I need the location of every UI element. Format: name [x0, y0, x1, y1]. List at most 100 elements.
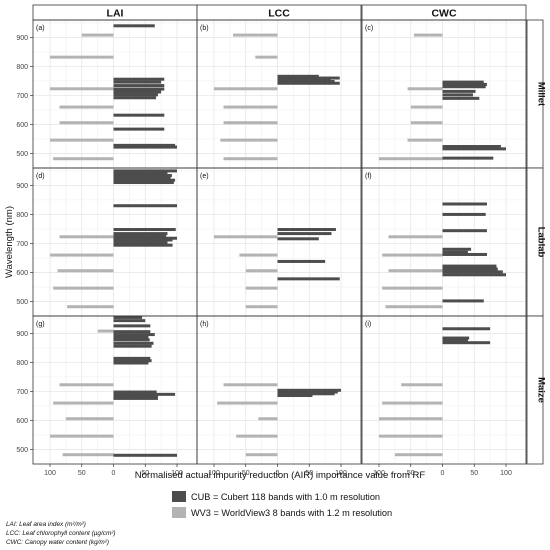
bar-wv3	[382, 401, 443, 405]
bar-cub	[113, 319, 146, 323]
bar-cub	[277, 80, 335, 84]
bar-wv3	[413, 33, 443, 37]
y-tick-label: 600	[16, 418, 28, 425]
bar-cub	[277, 228, 336, 232]
bar-cub	[442, 202, 487, 206]
bar-wv3	[50, 55, 114, 59]
bar-wv3	[53, 401, 114, 405]
bar-cub	[113, 87, 165, 91]
bar-wv3	[223, 121, 278, 125]
bar-wv3	[245, 305, 278, 309]
footnote-lcc: LCC: Leaf chlorophyll content (µg/cm²)	[6, 530, 116, 537]
bar-wv3	[255, 55, 278, 59]
bar-cub	[113, 333, 155, 337]
bar-wv3	[217, 401, 278, 405]
bar-cub	[113, 344, 152, 348]
bar-cub	[113, 394, 158, 398]
bar-wv3	[50, 434, 114, 438]
bar-cub	[113, 356, 151, 360]
bar-wv3	[214, 235, 278, 239]
bar-cub	[442, 338, 468, 342]
bar-wv3	[97, 329, 114, 333]
bar-cub	[113, 396, 158, 400]
y-tick-label: 500	[16, 447, 28, 454]
bar-cub	[113, 143, 176, 147]
y-tick-label: 900	[16, 35, 28, 42]
legend-swatch-wv3	[172, 507, 186, 518]
bar-wv3	[245, 286, 278, 290]
bar-cub	[113, 90, 162, 94]
bar-wv3	[236, 434, 278, 438]
bar-cub	[442, 147, 506, 151]
bar-wv3	[67, 305, 114, 309]
bar-cub	[442, 229, 487, 233]
bar-wv3	[223, 157, 278, 161]
panel-background	[362, 168, 526, 316]
bar-cub	[442, 96, 480, 100]
bar-cub	[442, 212, 486, 216]
y-tick-label: 800	[16, 64, 28, 71]
bar-cub	[277, 232, 332, 236]
bar-wv3	[81, 33, 114, 37]
bar-cub	[442, 156, 494, 160]
bar-wv3	[379, 157, 443, 161]
y-tick-label: 600	[16, 270, 28, 277]
bar-cub	[277, 237, 319, 241]
footnote-lai: LAI: Leaf area index (m²/m²)	[6, 521, 86, 528]
bar-wv3	[59, 383, 114, 387]
x-tick-label: 0	[276, 470, 280, 477]
x-tick-label: 100	[44, 470, 56, 477]
panel-label: (f)	[365, 173, 372, 180]
y-tick-label: 800	[16, 360, 28, 367]
bar-cub	[442, 267, 498, 271]
bar-cub	[113, 113, 165, 117]
bar-cub	[277, 394, 313, 398]
bar-cub	[442, 336, 470, 340]
bar-cub	[113, 390, 157, 394]
bar-cub	[277, 78, 331, 82]
y-tick-label: 500	[16, 299, 28, 306]
bar-cub	[277, 390, 338, 394]
bar-cub	[113, 359, 152, 363]
panel-label: (c)	[365, 25, 373, 32]
bar-wv3	[59, 121, 114, 125]
bar-cub	[113, 338, 150, 342]
bar-wv3	[258, 417, 278, 421]
panel-label: (d)	[36, 173, 45, 180]
panel-label: (a)	[36, 25, 45, 32]
bar-wv3	[62, 453, 114, 457]
row-strip-label: Millet	[536, 82, 547, 107]
frame-layer	[30, 4, 544, 467]
y-tick-label: 700	[16, 389, 28, 396]
y-tick-label: 700	[16, 241, 28, 248]
bar-cub	[113, 169, 177, 173]
panel-background	[197, 168, 361, 316]
bar-cub	[113, 228, 176, 232]
bar-cub	[113, 80, 162, 84]
bar-cub	[113, 174, 172, 178]
row-strip-label: Maize	[536, 377, 547, 403]
bar-cub	[277, 76, 340, 80]
bar-wv3	[379, 434, 443, 438]
bar-cub	[277, 277, 340, 281]
y-tick-label: 900	[16, 331, 28, 338]
bar-cub	[113, 241, 168, 245]
bar-cub	[277, 81, 340, 85]
bar-wv3	[59, 105, 114, 109]
bar-cub	[442, 273, 506, 277]
bar-cub	[442, 93, 473, 97]
bar-wv3	[233, 33, 278, 37]
bar-wv3	[385, 305, 443, 309]
bar-wv3	[50, 253, 114, 257]
bar-wv3	[394, 453, 443, 457]
bar-cub	[113, 84, 165, 88]
x-tick-label: 50	[78, 470, 86, 477]
x-tick-label: 100	[208, 470, 220, 477]
x-tick-label: 100	[500, 470, 512, 477]
y-tick-label: 900	[16, 183, 28, 190]
panel-label: (h)	[200, 321, 209, 328]
footnote-cwc: CWC: Canopy water content (kg/m²)	[6, 539, 109, 546]
bar-cub	[113, 127, 165, 131]
panel-label: (b)	[200, 25, 209, 32]
bar-wv3	[245, 269, 278, 273]
